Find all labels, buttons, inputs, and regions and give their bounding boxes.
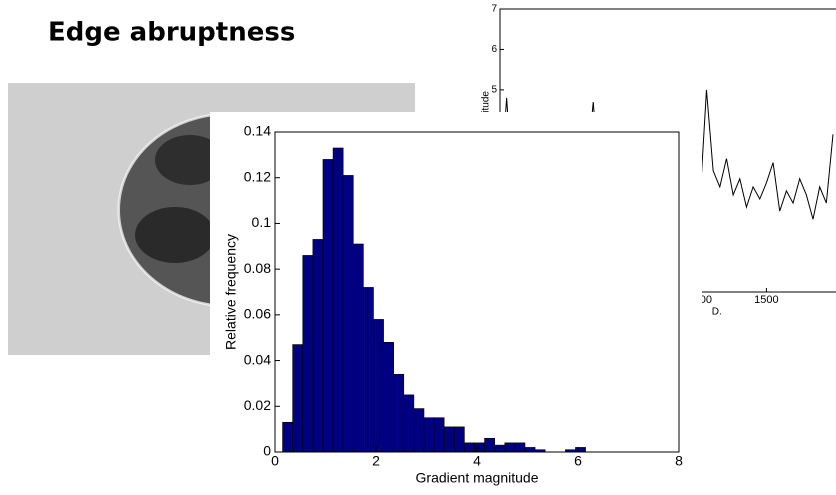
bar: [443, 426, 455, 453]
bar: [514, 442, 526, 453]
slide-title: Edge abruptness: [48, 18, 295, 48]
y-tick-label: 0.08: [244, 260, 271, 276]
y-tick-label: 0.04: [244, 351, 271, 367]
y-tick-label: 0.12: [244, 168, 271, 184]
histogram-panel: [210, 112, 702, 472]
y-tick-label: 0.06: [244, 306, 271, 322]
x-tick-label: 6: [574, 453, 582, 469]
bar: [575, 447, 586, 453]
y-tick-label: 0.14: [244, 123, 271, 139]
bar: [504, 442, 516, 453]
bar: [302, 255, 314, 453]
bar: [383, 341, 394, 453]
bar: [423, 417, 435, 453]
x-tick-label: 0: [271, 453, 279, 469]
bar: [322, 159, 334, 453]
y-tick-label: 7: [491, 4, 497, 15]
x-tick-label: 1500: [754, 294, 778, 306]
bar: [363, 287, 374, 453]
bar: [453, 426, 465, 453]
bar: [524, 447, 536, 453]
bar: [312, 239, 324, 453]
y-tick-label: 0: [263, 443, 271, 459]
bar: [292, 344, 304, 453]
x-tick-label: 2: [372, 453, 380, 469]
y-tick-label: 0.1: [252, 214, 272, 230]
bar: [474, 442, 485, 453]
y-tick-label: 0.02: [244, 397, 271, 413]
y-axis-label: Relative frequency: [223, 234, 239, 350]
x-axis-label: D.: [712, 307, 722, 318]
x-axis-label: Gradient magnitude: [416, 470, 539, 486]
y-tick-label: 6: [491, 44, 497, 55]
bar: [393, 373, 405, 453]
lesion-dark: [155, 135, 225, 185]
bar: [403, 394, 415, 453]
bar: [342, 175, 354, 453]
bar: [413, 408, 425, 453]
lesion-dark: [135, 207, 215, 263]
y-axis-label: itude: [481, 91, 492, 113]
bar: [433, 417, 445, 453]
y-tick-label: 5: [491, 84, 497, 95]
x-tick-label: 8: [675, 453, 683, 469]
bar: [373, 319, 384, 453]
x-tick-label: 4: [473, 453, 481, 469]
bar: [484, 437, 495, 453]
bar: [464, 442, 475, 453]
bar: [282, 421, 293, 453]
bar: [494, 444, 506, 453]
bar: [352, 243, 364, 453]
bar: [332, 147, 344, 453]
